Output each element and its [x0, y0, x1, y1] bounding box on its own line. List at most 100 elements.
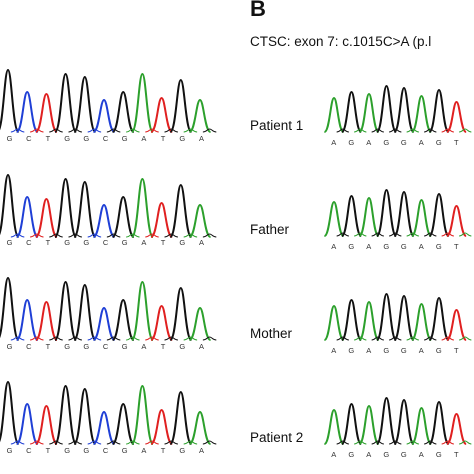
peak-G — [0, 68, 20, 133]
peak-A — [130, 72, 154, 133]
base-letter: G — [435, 242, 442, 251]
base-letter: T — [160, 134, 166, 143]
peak-G — [428, 192, 450, 237]
baseline-noise — [406, 128, 419, 133]
peak-G — [393, 190, 415, 237]
baseline-noise — [106, 233, 121, 238]
base-letter: G — [435, 450, 442, 459]
peak-C — [15, 195, 39, 238]
right-trace-row-1 — [323, 84, 472, 133]
base-letter: G — [83, 342, 90, 351]
left-trace-row-3 — [0, 276, 217, 341]
baseline-noise — [145, 336, 159, 341]
base-letter: A — [141, 342, 147, 351]
baseline-noise — [459, 336, 472, 341]
peak-A — [410, 198, 433, 237]
baseline-noise — [354, 232, 367, 237]
row-label-mother: Mother — [250, 326, 293, 341]
base-letter: G — [6, 238, 13, 247]
peak-A — [130, 177, 154, 238]
peak-G — [375, 188, 398, 237]
baseline-noise — [202, 128, 217, 133]
baseline-noise — [49, 128, 63, 133]
peak-A — [130, 280, 154, 341]
base-letter: A — [366, 346, 372, 355]
base-letter: G — [64, 238, 71, 247]
base-letter: C — [102, 342, 109, 351]
base-letter: A — [418, 450, 424, 459]
baseline-noise — [164, 128, 178, 133]
baseline-noise — [87, 336, 102, 341]
peak-G — [73, 283, 97, 341]
panel-b-letter: B — [250, 0, 266, 21]
base-letter: G — [383, 346, 390, 355]
base-letter: A — [366, 138, 372, 147]
peak-A — [323, 304, 345, 341]
base-letter: G — [121, 342, 128, 351]
baseline-noise — [354, 336, 367, 341]
right-trace-row-2 — [323, 188, 472, 237]
peak-G — [169, 286, 193, 341]
base-letter: A — [141, 446, 147, 455]
row-label-patient-2: Patient 2 — [250, 430, 304, 445]
baseline-noise — [87, 440, 102, 445]
baseline-noise — [183, 336, 198, 341]
base-letter: G — [400, 138, 407, 147]
left-trace-row-4 — [0, 380, 217, 445]
peak-G — [393, 86, 415, 133]
peak-G — [54, 177, 78, 238]
peak-G — [340, 194, 363, 237]
base-letter: C — [102, 238, 109, 247]
peak-T — [446, 204, 467, 237]
peak-T — [446, 308, 467, 341]
base-letter: T — [45, 134, 51, 143]
baseline-noise — [406, 232, 419, 237]
base-letter: T — [45, 446, 51, 455]
baseline-noise — [389, 128, 402, 133]
peak-G — [54, 72, 78, 133]
peak-G — [428, 296, 450, 341]
right-trace-row-3 — [323, 292, 472, 341]
baseline-noise — [459, 128, 472, 133]
base-letter: A — [331, 242, 337, 251]
baseline-noise — [389, 232, 402, 237]
baseline-noise — [164, 336, 178, 341]
baseline-noise — [202, 336, 217, 341]
peak-A — [410, 302, 433, 341]
peak-G — [375, 292, 398, 341]
base-letter: G — [83, 134, 90, 143]
baseline-noise — [126, 336, 140, 341]
peak-G — [0, 173, 20, 238]
base-letter: G — [83, 446, 90, 455]
baseline-noise — [336, 336, 349, 341]
baseline-noise — [459, 440, 472, 445]
peak-T — [150, 201, 173, 238]
baseline-noise — [424, 440, 437, 445]
base-letter: C — [102, 446, 109, 455]
baseline-noise — [145, 440, 159, 445]
peak-A — [188, 203, 212, 238]
base-letter: G — [383, 138, 390, 147]
row-label-father: Father — [250, 222, 290, 237]
baseline-noise — [406, 336, 419, 341]
peak-G — [340, 402, 363, 445]
baseline-noise — [371, 440, 384, 445]
base-letter: A — [198, 446, 204, 455]
baseline-noise — [49, 336, 63, 341]
base-letter: G — [179, 342, 186, 351]
base-letter: G — [121, 446, 128, 455]
peak-G — [73, 180, 97, 238]
base-letter: A — [418, 242, 424, 251]
base-letter: A — [366, 450, 372, 459]
baseline-noise — [202, 440, 217, 445]
base-letter: T — [160, 446, 166, 455]
peak-A — [358, 404, 380, 445]
peak-G — [375, 84, 398, 133]
base-letter: G — [121, 238, 128, 247]
baseline-noise — [441, 128, 454, 133]
